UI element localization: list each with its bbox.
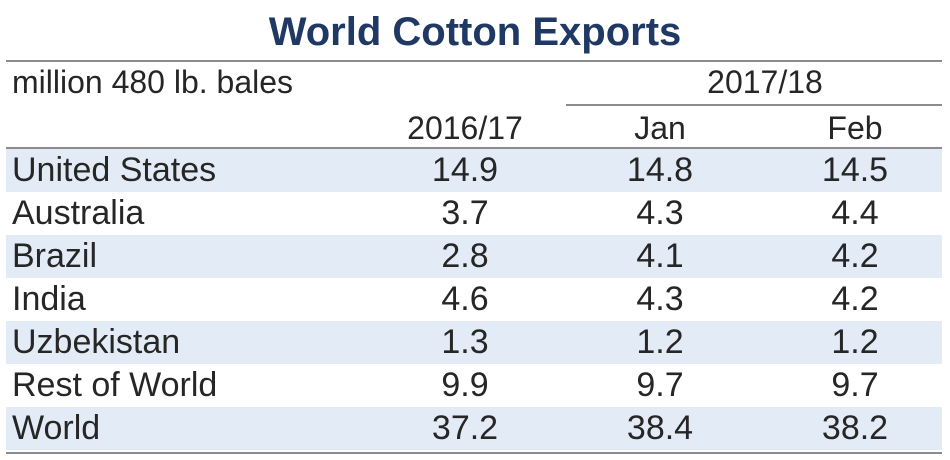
table-row: Uzbekistan 1.3 1.2 1.2	[6, 321, 942, 364]
table-title: World Cotton Exports	[268, 10, 682, 54]
cell-value: 4.6	[441, 280, 489, 318]
cell-value: 9.9	[441, 366, 489, 404]
cell-value: 4.2	[831, 237, 879, 275]
table-row: Rest of World 9.9 9.7 9.7	[6, 364, 942, 407]
table-row-total: World 37.2 38.4 38.2	[6, 407, 942, 450]
table-body: United States 14.9 14.8 14.5 Australia 3…	[6, 149, 942, 450]
cell-value: 4.1	[636, 237, 684, 275]
cell-value: 9.7	[831, 366, 879, 404]
cell-value: 1.2	[636, 323, 684, 361]
period-rule	[566, 104, 942, 106]
period-header: 2017/18	[707, 64, 823, 100]
column-header-feb: Feb	[827, 110, 883, 146]
row-label: United States	[12, 151, 217, 189]
cell-value: 1.2	[831, 323, 879, 361]
cell-value: 14.5	[821, 151, 889, 189]
cell-value: 4.3	[636, 280, 684, 318]
top-rule	[6, 60, 942, 62]
cell-value: 14.9	[431, 151, 499, 189]
bottom-rule	[6, 452, 942, 454]
table-row: Australia 3.7 4.3 4.4	[6, 192, 942, 235]
cell-value: 37.2	[431, 409, 499, 447]
cell-value: 2.8	[441, 237, 489, 275]
row-label: India	[12, 280, 86, 318]
cell-value: 4.4	[831, 194, 879, 232]
table-row: United States 14.9 14.8 14.5	[6, 149, 942, 192]
table-row: Brazil 2.8 4.1 4.2	[6, 235, 942, 278]
cell-value: 3.7	[441, 194, 489, 232]
unit-label: million 480 lb. bales	[12, 64, 294, 100]
cell-value: 4.2	[831, 280, 879, 318]
table-row: India 4.6 4.3 4.2	[6, 278, 942, 321]
row-label: World	[12, 409, 101, 447]
cell-value: 1.3	[441, 323, 489, 361]
cell-value: 9.7	[636, 366, 684, 404]
row-label: Uzbekistan	[12, 323, 181, 361]
cell-value: 4.3	[636, 194, 684, 232]
cell-value: 38.2	[821, 409, 889, 447]
row-label: Rest of World	[12, 366, 218, 404]
cell-value: 14.8	[626, 151, 694, 189]
column-header-2016-17: 2016/17	[407, 110, 523, 146]
header-rule	[6, 147, 942, 149]
column-header-jan: Jan	[634, 110, 686, 146]
cell-value: 38.4	[626, 409, 694, 447]
row-label: Brazil	[12, 237, 98, 275]
row-label: Australia	[12, 194, 145, 232]
